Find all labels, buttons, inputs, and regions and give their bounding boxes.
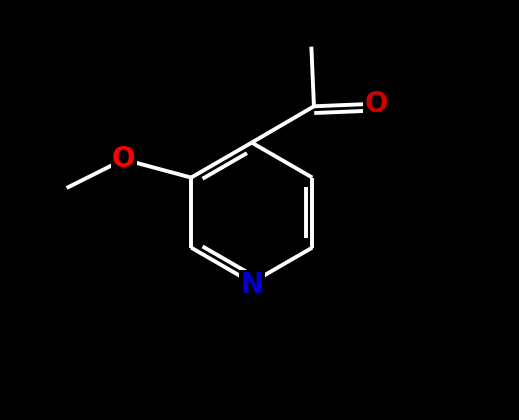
Text: N: N [240,271,263,299]
Text: O: O [364,90,388,118]
Text: O: O [112,145,135,173]
